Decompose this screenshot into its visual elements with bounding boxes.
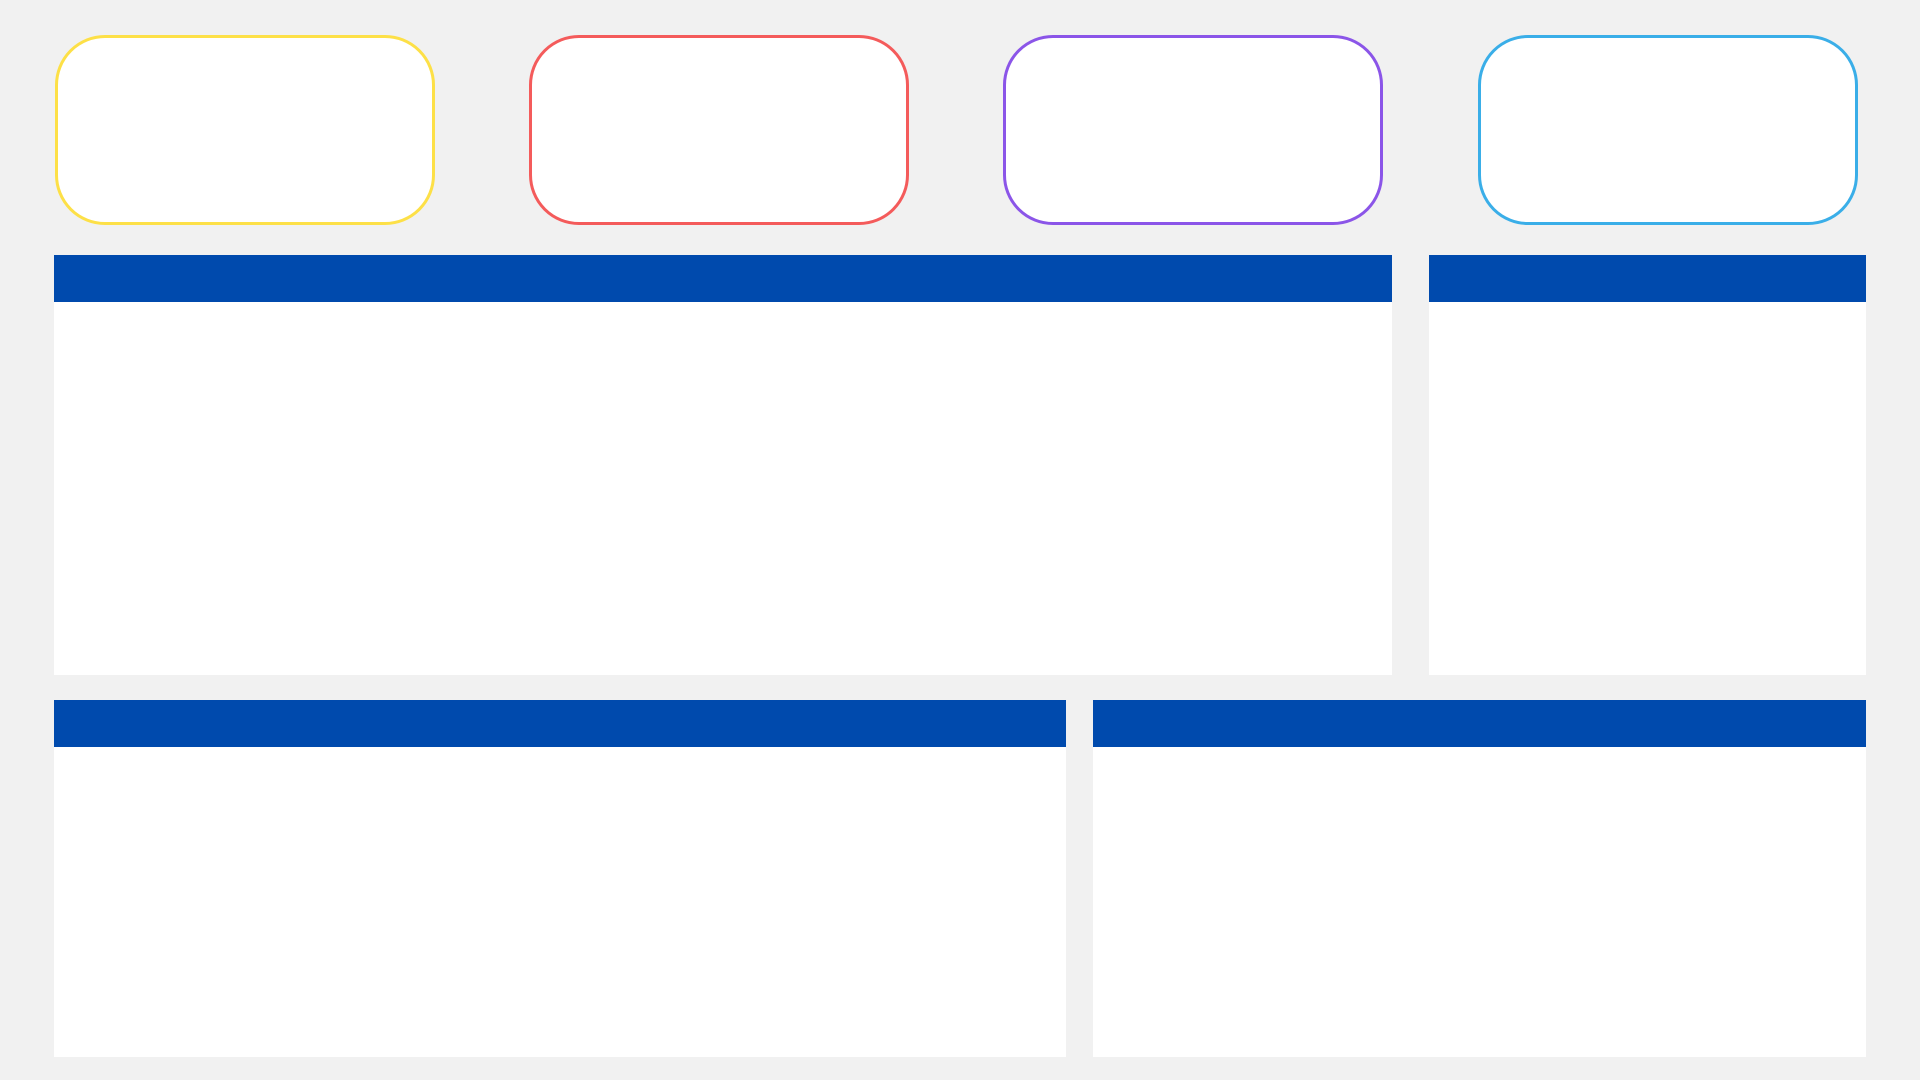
kpi-card-red[interactable] — [529, 35, 909, 225]
main-chart-panel — [54, 255, 1392, 675]
bottom-left-panel-header — [54, 700, 1066, 747]
side-chart-panel-header — [1429, 255, 1866, 302]
bottom-right-panel-header — [1093, 700, 1866, 747]
bottom-right-panel — [1093, 700, 1866, 1057]
side-chart-panel — [1429, 255, 1866, 675]
bottom-left-panel — [54, 700, 1066, 1057]
kpi-card-yellow[interactable] — [55, 35, 435, 225]
main-chart-panel-header — [54, 255, 1392, 302]
kpi-card-purple[interactable] — [1003, 35, 1383, 225]
kpi-card-blue[interactable] — [1478, 35, 1858, 225]
